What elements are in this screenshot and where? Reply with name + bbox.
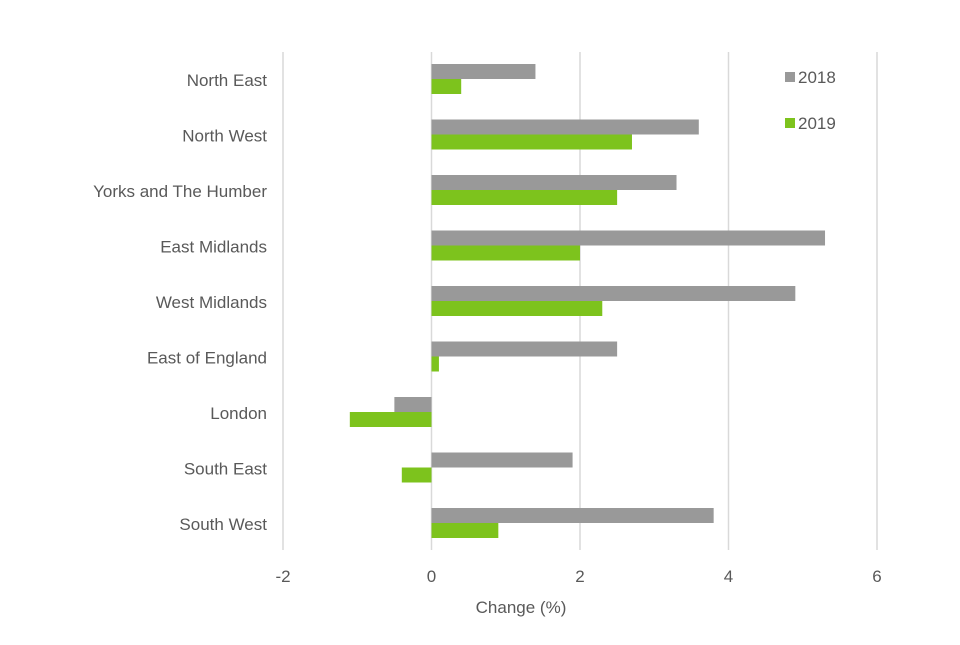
category-label: South West	[179, 515, 267, 534]
bar-2019-yorks-and-the-humber	[431, 190, 618, 205]
legend-swatch	[785, 72, 795, 82]
category-label: North East	[187, 71, 268, 90]
bar-2018-london	[394, 397, 432, 412]
x-tick-label: 2	[575, 567, 584, 586]
bar-2019-south-west	[431, 523, 499, 538]
legend-swatch	[785, 118, 795, 128]
category-label: East of England	[147, 348, 267, 367]
bar-2018-north-east	[431, 64, 536, 79]
bar-2019-south-east	[401, 467, 432, 483]
bar-2019-east-midlands	[431, 245, 580, 261]
x-tick-labels: -2 0 2 4 6	[275, 567, 881, 586]
bar-2019-london	[349, 412, 432, 427]
category-labels: North East North West Yorks and The Humber…	[93, 71, 267, 534]
bar-2018-south-west	[431, 508, 714, 523]
category-label: East Midlands	[160, 237, 267, 256]
x-tick-label: 6	[872, 567, 881, 586]
category-label: London	[210, 404, 267, 423]
bar-2019-west-midlands	[431, 301, 603, 316]
bar-2019-north-east	[431, 79, 462, 94]
category-label: Yorks and The Humber	[93, 182, 267, 201]
legend-label: 2019	[798, 114, 836, 133]
legend: 2018 2019	[785, 68, 836, 133]
bar-2019-east-of-england	[431, 356, 439, 372]
bar-2018-north-west	[431, 119, 699, 135]
category-label: West Midlands	[156, 293, 267, 312]
category-label: South East	[184, 459, 267, 478]
x-tick-label: -2	[275, 567, 290, 586]
bar-2018-west-midlands	[431, 286, 796, 301]
x-axis-title: Change (%)	[476, 598, 567, 617]
bars	[349, 64, 826, 538]
bar-2018-yorks-and-the-humber	[431, 175, 677, 190]
legend-label: 2018	[798, 68, 836, 87]
bar-2018-east-midlands	[431, 230, 826, 246]
category-label: North West	[182, 126, 267, 145]
x-tick-label: 4	[724, 567, 733, 586]
bar-2019-north-west	[431, 134, 632, 150]
bar-2018-east-of-england	[431, 341, 618, 357]
x-tick-label: 0	[427, 567, 436, 586]
bar-2018-south-east	[431, 452, 573, 468]
